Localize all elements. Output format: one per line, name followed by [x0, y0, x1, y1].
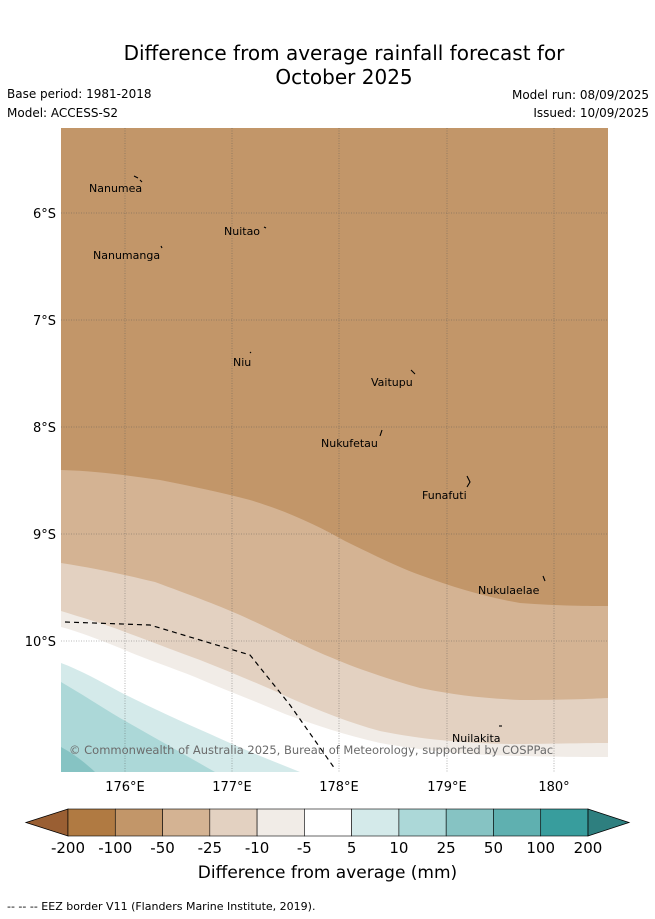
colorbar-segment	[67, 808, 116, 837]
colorbar-segment	[398, 808, 447, 837]
colorbar-tick-label: 10	[389, 839, 408, 857]
colorbar-tick-label: -50	[150, 839, 175, 857]
colorbar-tick-label: -200	[51, 839, 85, 857]
label-nukulaelae: Nukulaelae	[478, 584, 540, 597]
colorbar-tick-label: 200	[574, 839, 603, 857]
colorbar-segment	[114, 808, 163, 837]
colorbar-tick-label: -10	[245, 839, 270, 857]
lat-label-7s: 7°S	[33, 314, 56, 329]
issued-date: Issued: 10/09/2025	[533, 106, 649, 120]
colorbar-segment	[304, 808, 352, 837]
label-vaitupu: Vaitupu	[371, 376, 413, 389]
colorbar-tick-label: -25	[198, 839, 223, 857]
island-nukufetau	[379, 429, 383, 437]
lat-label-10s: 10°S	[25, 635, 56, 650]
label-nuitao: Nuitao	[224, 225, 260, 238]
lon-label-179e: 179°E	[427, 780, 467, 795]
model-run: Model run: 08/09/2025	[511, 88, 649, 102]
colorbar-segment	[209, 808, 258, 837]
lon-label-180: 180°	[538, 780, 569, 795]
lon-label-177e: 177°E	[212, 780, 252, 795]
colorbar-tick-label: -5	[297, 839, 312, 857]
label-nukufetau: Nukufetau	[321, 437, 378, 450]
graticule	[61, 128, 608, 772]
model-name: Model: ACCESS-S2	[7, 106, 119, 120]
islands	[133, 175, 546, 727]
label-funafuti: Funafuti	[422, 489, 467, 502]
colorbar-tick-label: -100	[98, 839, 132, 857]
colorbar-extend-high	[587, 808, 631, 837]
colorbar: -200 -100 -50 -25 -10 -5 5 10 25 50 100 200	[24, 808, 631, 857]
map-area: Nanumea Nuitao Nanumanga Niu Vaitupu Nuk…	[61, 128, 608, 772]
label-niu: Niu	[233, 356, 251, 369]
lat-label-6s: 6°S	[33, 207, 56, 222]
base-period: Base period: 1981-2018	[7, 87, 152, 101]
band-25-to-50	[61, 747, 95, 772]
lon-label-178e: 178°E	[319, 780, 359, 795]
lon-label-176e: 176°E	[105, 780, 145, 795]
island-nanumanga	[160, 245, 163, 249]
colorbar-extend-low	[24, 808, 69, 837]
label-nanumanga: Nanumanga	[93, 249, 160, 262]
colorbar-segment	[445, 808, 494, 837]
island-funafuti	[466, 475, 471, 488]
colorbar-label: Difference from average (mm)	[197, 863, 458, 883]
label-nuilakita: Nuilakita	[452, 732, 501, 745]
colorbar-segment	[540, 808, 589, 837]
label-nanumea: Nanumea	[89, 182, 142, 195]
colorbar-segment	[256, 808, 305, 837]
island-niu	[249, 351, 252, 354]
island-vaitupu	[410, 369, 416, 375]
colorbar-segment	[493, 808, 542, 837]
eez-border	[64, 621, 336, 770]
lat-label-9s: 9°S	[33, 528, 56, 543]
colorbar-segment	[351, 808, 400, 837]
colorbar-tick-label: 5	[347, 839, 357, 857]
band-10-to-25	[61, 682, 215, 772]
colorbar-tick-label: 25	[437, 839, 456, 857]
island-nuitao	[263, 226, 267, 229]
island-nukulaelae	[542, 575, 546, 582]
copyright-notice: © Commonwealth of Australia 2025, Bureau…	[69, 743, 553, 757]
lat-label-8s: 8°S	[33, 421, 56, 436]
island-nanumea	[133, 175, 143, 183]
colorbar-tick-label: 50	[484, 839, 503, 857]
eez-footnote: -- -- -- EEZ border V11 (Flanders Marine…	[7, 900, 316, 913]
title-line-2: October 2025	[275, 65, 413, 89]
map-title: Difference from average rainfall forecas…	[0, 41, 655, 89]
title-line-1: Difference from average rainfall forecas…	[123, 41, 565, 65]
colorbar-tick-label: 100	[526, 839, 555, 857]
colorbar-segment	[162, 808, 211, 837]
